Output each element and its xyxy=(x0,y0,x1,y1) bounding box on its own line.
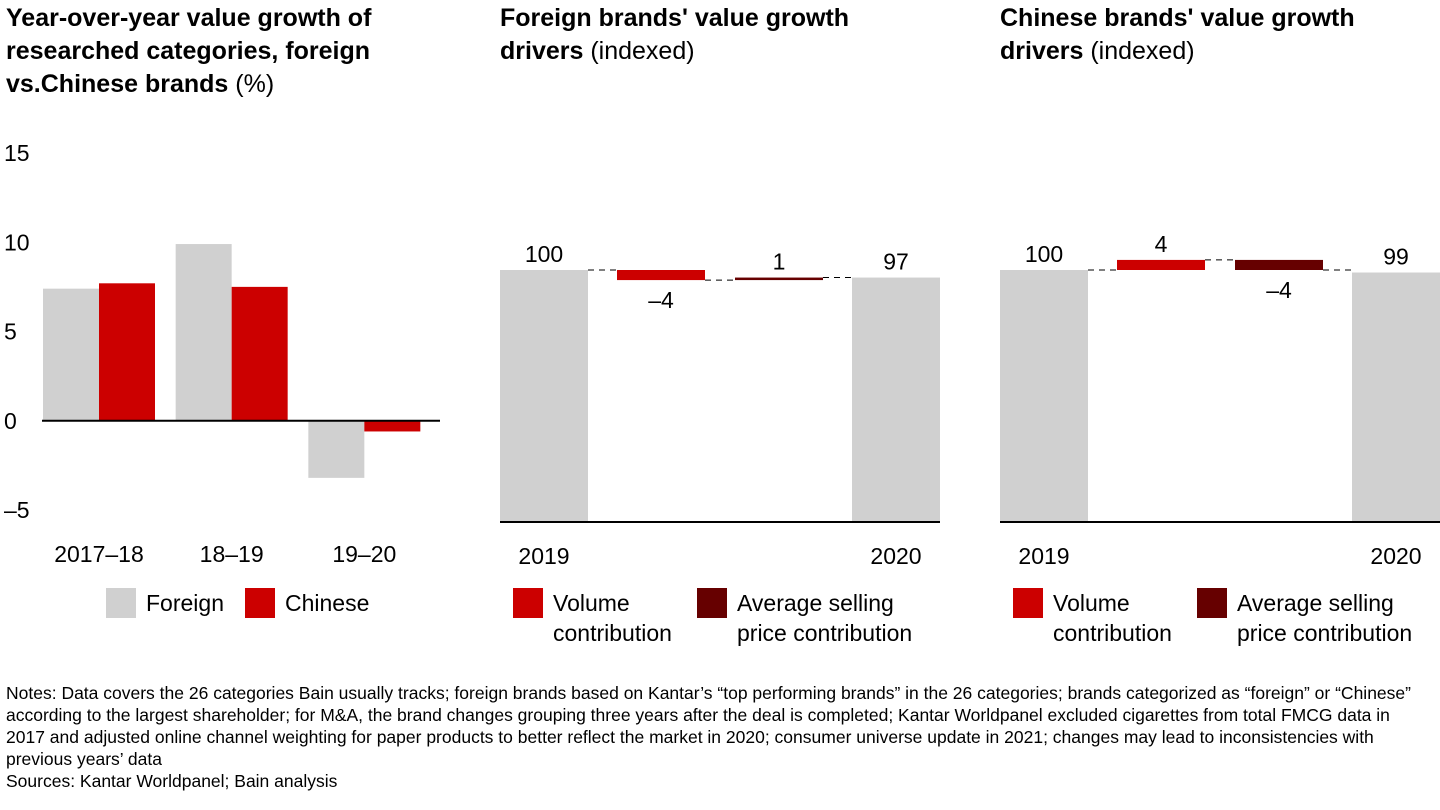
value-label: 99 xyxy=(1383,244,1409,270)
legend-label-volume: Volume contribution xyxy=(1053,590,1172,646)
notes: Notes: Data covers the 26 categories Bai… xyxy=(6,682,1426,792)
chinese-waterfall-chart: 100 2019 4 –4 99 2020 xyxy=(1000,231,1440,569)
y-tick-label: 10 xyxy=(4,229,30,255)
x-tick-label: 2019 xyxy=(1018,543,1069,569)
value-label: 100 xyxy=(525,241,563,267)
bar-chinese-3 xyxy=(364,420,421,432)
x-tick-label: 2020 xyxy=(1370,543,1421,569)
y-tick-label: 5 xyxy=(4,319,17,345)
legend-swatch-chinese xyxy=(245,588,275,618)
value-label: 97 xyxy=(883,249,909,275)
legend-label-chinese: Chinese xyxy=(285,590,370,616)
bar-chinese-1 xyxy=(99,283,155,421)
legend-swatch-price xyxy=(697,588,727,618)
bar-foreign-3 xyxy=(308,420,365,478)
bar-price-contribution xyxy=(1235,259,1323,270)
legend-label-price: Average selling price contribution xyxy=(737,590,913,646)
bar-total-2020 xyxy=(1352,272,1440,522)
x-tick-label: 2019 xyxy=(518,543,569,569)
legend-label-volume: Volume contribution xyxy=(553,590,672,646)
panel3-title-main: Chinese brands' value growth drivers xyxy=(1000,4,1355,65)
legend-label-price: Average selling price contribution xyxy=(1237,590,1413,646)
panel1-title: Year-over-year value growth of researche… xyxy=(6,2,446,101)
x-tick-label: 2017–18 xyxy=(54,541,144,567)
bar-total-2020 xyxy=(852,277,940,522)
legend-swatch-price xyxy=(1197,588,1227,618)
bar-total-2019 xyxy=(1000,270,1088,522)
y-tick-label: 0 xyxy=(4,408,17,434)
legend-swatch-volume xyxy=(513,588,543,618)
value-label: 100 xyxy=(1025,241,1063,267)
legend-swatch-foreign xyxy=(106,588,136,618)
panel2-title: Foreign brands' value growth drivers (in… xyxy=(500,2,930,68)
value-label: 4 xyxy=(1155,231,1168,257)
panel3-title-unit: (indexed) xyxy=(1090,37,1195,65)
panel2-title-main: Foreign brands' value growth drivers xyxy=(500,4,850,65)
legend-label-foreign: Foreign xyxy=(146,590,224,616)
value-label: –4 xyxy=(648,287,674,313)
bar-chinese-2 xyxy=(231,286,288,421)
bar-foreign-1 xyxy=(43,288,99,421)
panel2-title-unit: (indexed) xyxy=(590,37,695,65)
bar-volume-contribution xyxy=(1117,259,1205,270)
sources-text: Sources: Kantar Worldpanel; Bain analysi… xyxy=(6,771,338,791)
panel3-title: Chinese brands' value growth drivers (in… xyxy=(1000,2,1430,68)
panel1-title-unit: (%) xyxy=(235,70,275,98)
legend-swatch-volume xyxy=(1013,588,1043,618)
x-tick-label: 2020 xyxy=(870,543,921,569)
x-tick-label: 18–19 xyxy=(200,541,264,567)
notes-text: Notes: Data covers the 26 categories Bai… xyxy=(6,683,1411,769)
foreign-waterfall-chart: 100 2019 –4 1 97 2020 xyxy=(500,241,940,569)
panel1-title-main: Year-over-year value growth of researche… xyxy=(6,4,372,98)
bar-price-contribution xyxy=(735,277,823,281)
y-tick-label: –5 xyxy=(4,497,30,523)
bar-volume-contribution xyxy=(617,270,705,281)
x-tick-label: 19–20 xyxy=(332,541,396,567)
value-label: 1 xyxy=(773,249,786,275)
bar-foreign-2 xyxy=(175,244,232,421)
bar-total-2019 xyxy=(500,270,588,522)
yoy-growth-bar-chart: 15 10 5 0 –5 2017–18 18–19 19–20 xyxy=(4,140,440,567)
value-label: –4 xyxy=(1266,277,1292,303)
y-tick-label: 15 xyxy=(4,140,30,166)
